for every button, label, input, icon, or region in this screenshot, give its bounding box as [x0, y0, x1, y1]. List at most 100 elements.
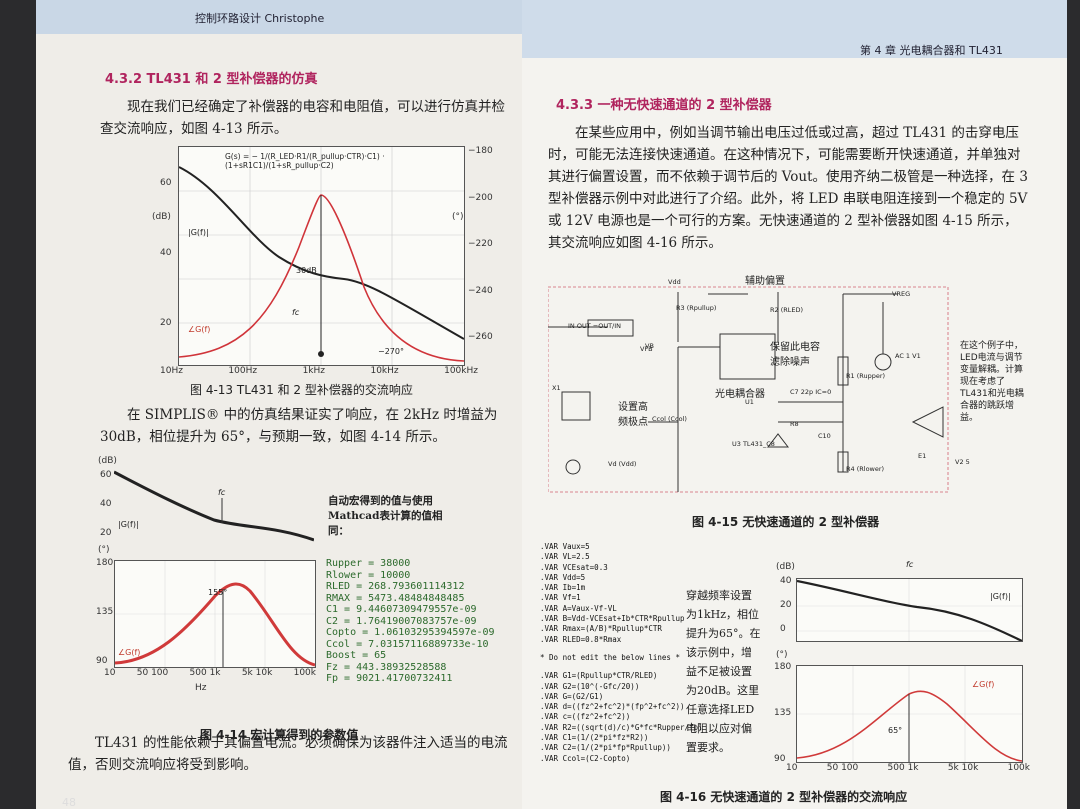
y-axis: 40 20 0: [780, 576, 791, 634]
y-tick-label: 40: [160, 248, 172, 258]
component-label: R3 (Rpullup): [676, 304, 717, 312]
plot-drawing: [178, 147, 465, 365]
x-tick-label: 100Hz: [228, 366, 258, 376]
code-line: .VAR VCEsat=0.3: [540, 562, 608, 572]
code-line: .VAR d=((fz^2+fc^2)*(fp^2+fc^2)): [540, 702, 685, 712]
circuit-note: 保留此电容滤除噪声: [770, 342, 820, 368]
annotation: fc: [218, 488, 226, 497]
y-tick-label: −220: [468, 239, 493, 249]
code-line: .VAR R2=((sqrt(d)/c)*G*fc*Rupper/fp): [540, 722, 703, 732]
x-tick-label: 1kHz: [302, 366, 325, 376]
code-line: .VAR A=Vaux-Vf-VL: [540, 603, 617, 613]
code-line: .VAR G=(G2/G1): [540, 691, 604, 701]
y-tick-label: 60: [100, 470, 112, 480]
x-tick-label: 5k 10k: [947, 763, 979, 773]
x-tick-label: 10: [786, 763, 798, 773]
header-band: [522, 0, 1067, 58]
component-label: R8: [790, 420, 799, 428]
annotation: 65°: [888, 726, 903, 735]
component-label: U3 TL431_C8: [732, 440, 775, 448]
y-tick-label: 90: [96, 656, 108, 666]
y-axis: 60 40 20: [100, 470, 111, 538]
plot-drawing: [113, 470, 315, 542]
circuit-note: 辅助偏置: [745, 276, 785, 287]
y-axis: 180 135 90: [774, 662, 791, 764]
component-label: U1: [745, 398, 754, 406]
y-tick-label: 0: [780, 624, 786, 634]
plot-drawing: [114, 561, 316, 667]
annotation: fc: [906, 560, 914, 569]
component-label: R2 (RLED): [770, 306, 804, 314]
plot-area: [114, 560, 316, 668]
param-line: Copto = 1.06103295394597e-09: [326, 627, 495, 638]
code-line: * Do not edit the below lines *: [540, 652, 680, 662]
axis-unit: Hz: [195, 683, 207, 693]
y-tick-label: 40: [780, 576, 792, 586]
code-line: .VAR G2=(10^(-Gfc/20)): [540, 681, 640, 691]
left-page: [36, 0, 522, 809]
plot-drawing: [796, 579, 1023, 642]
component-label: Ccol (Ccol): [652, 415, 687, 423]
y-tick-label: −240: [468, 285, 493, 296]
figure-caption: 图 4-16 无快速通道的 2 型补偿器的交流响应: [660, 790, 908, 804]
y-tick-label: 60: [160, 178, 172, 188]
figure-caption: 图 4-15 无快速通道的 2 型补偿器: [692, 515, 880, 529]
param-line: Fz = 443.38932528588: [326, 661, 447, 673]
x-tick-label: 500 1k: [887, 763, 919, 773]
code-line: .VAR C2=(1/(2*pi*fp*Rpullup)): [540, 743, 671, 753]
component-label: VREG: [892, 290, 911, 298]
circuit-drawing: [548, 286, 949, 493]
component-label: VB: [645, 342, 654, 350]
y-tick-label: −200: [468, 192, 493, 203]
param-line: RLED = 268.793601114312: [326, 581, 465, 592]
page-number: 48: [62, 796, 76, 809]
curve-label: |G(f)|: [118, 520, 139, 529]
code-line: .VAR Ccol=(C2-Copto): [540, 753, 631, 763]
x-tick-label: 10Hz: [160, 366, 183, 376]
running-header: 第 4 章 光电耦合器和 TL431: [860, 44, 1003, 57]
component-label: C7 22p IC=0: [790, 388, 832, 396]
x-axis: 10Hz 100Hz 1kHz 10kHz 100kHz: [160, 366, 478, 376]
component-label: R4 (Rlower): [846, 465, 885, 473]
curve-label: ∠G(f): [118, 648, 141, 657]
axis-unit: (dB): [776, 562, 795, 572]
y2-axis: −180 −200 −220 −240 −260: [468, 146, 493, 342]
y-tick-label: 20: [160, 318, 172, 328]
code-line: .VAR Vaux=5: [540, 542, 590, 551]
axis-unit: (°): [776, 650, 788, 660]
y-axis: 180 135 90: [96, 558, 113, 666]
y-tick-label: 20: [100, 528, 112, 538]
axis-unit: (dB): [152, 212, 171, 222]
circuit-note: 设置高频极点: [618, 402, 648, 428]
running-header: 控制环路设计 Christophe: [195, 12, 325, 25]
code-line: .VAR Vdd=5: [540, 572, 586, 582]
curve-label: |G(f)|: [990, 592, 1011, 601]
paragraph: 现在我们已经确定了补偿器的电容和电阻值，可以进行仿真并检查交流响应，如图 4-1…: [100, 99, 505, 137]
paragraph: 在 SIMPLIS® 中的仿真结果证实了响应，在 2kHz 时增益为 30dB，…: [100, 407, 498, 445]
annotation: 155°: [208, 588, 228, 597]
annotation: 30dB: [296, 266, 317, 275]
param-line: Rupper = 38000: [326, 558, 411, 569]
curve-label: ∠G(f): [972, 680, 995, 689]
plot-area: [178, 146, 465, 366]
x-tick-label: 10kHz: [370, 366, 399, 376]
figure-caption: 图 4-14 宏计算得到的参数值: [200, 728, 359, 742]
circuit-note: 光电耦合器: [715, 389, 765, 400]
annotation: −270°: [378, 347, 404, 356]
y-tick-label: −180: [468, 146, 493, 156]
code-line: .VAR Ib=1m: [540, 583, 586, 593]
section-title: 4.3.2 TL431 和 2 型补偿器的仿真: [105, 72, 318, 87]
param-line: RMAX = 5473.48484848485: [326, 592, 465, 604]
paragraph: 在某些应用中，例如当调节输出电压过低或过高，超过 TL431 的击穿电压时，可能…: [548, 125, 1028, 251]
formula: G(s) = − 1/(R_LED·R1/(R_pullup·CTR)·C1) …: [225, 152, 385, 170]
code-line: .VAR B=Vdd-VCEsat+Ib*CTR*Rpullup: [540, 614, 685, 624]
section-title: 4.3.3 一种无快速通道的 2 型补偿器: [556, 98, 772, 113]
plot-area: [796, 578, 1023, 642]
y-tick-label: 180: [96, 558, 114, 568]
figure-note: 穿越频率设置为1kHz，相位提升为65°。在该示例中，增益不足被设置为20dB。…: [686, 589, 761, 754]
y-tick-label: −260: [468, 332, 493, 342]
axis-unit: (°): [452, 212, 464, 222]
component-label: V2 5: [955, 458, 970, 466]
figure-caption: 图 4-13 TL431 和 2 型补偿器的交流响应: [190, 383, 413, 397]
